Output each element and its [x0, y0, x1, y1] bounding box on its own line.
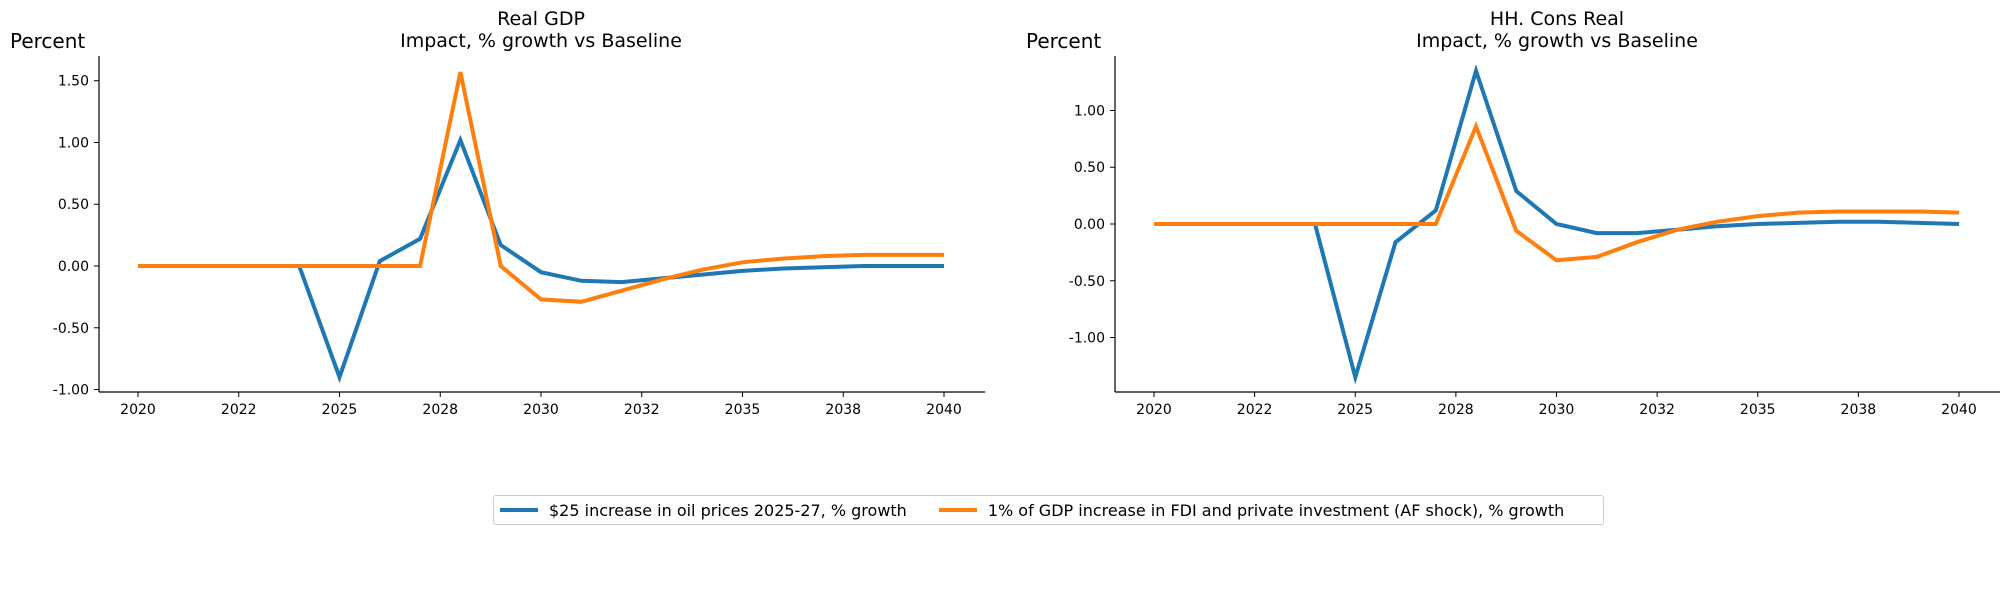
y-tick-label: 0.00	[1074, 217, 1105, 233]
x-tick-label: 2040	[926, 402, 962, 418]
x-tick-label: 2032	[1639, 402, 1675, 418]
chart-title: Real GDP	[497, 8, 585, 30]
legend-swatch-fdi-shock	[938, 508, 977, 512]
legend: $25 increase in oil prices 2025-27, % gr…	[493, 495, 1604, 525]
series-line-2	[138, 71, 944, 304]
x-tick-label: 2035	[1740, 402, 1776, 418]
x-tick-label: 2028	[422, 402, 458, 418]
legend-item-fdi-shock: 1% of GDP increase in FDI and private in…	[938, 500, 1565, 520]
y-tick-label: -1.00	[53, 383, 89, 399]
x-tick-label: 2022	[221, 402, 257, 418]
y-axis-label: Percent	[10, 29, 85, 53]
chart-title: HH. Cons Real	[1490, 8, 1624, 30]
x-tick-label: 2022	[1237, 402, 1273, 418]
x-tick-label: 2030	[523, 402, 559, 418]
y-tick-label: -0.50	[1069, 274, 1105, 290]
y-tick-label: 1.50	[58, 74, 89, 90]
legend-swatch-oil-shock	[500, 508, 538, 512]
chart-subtitle: Impact, % growth vs Baseline	[1416, 30, 1698, 52]
x-tick-label: 2038	[825, 402, 861, 418]
y-tick-label: -1.00	[1069, 331, 1105, 347]
legend-label-fdi-shock: 1% of GDP increase in FDI and private in…	[987, 500, 1565, 520]
x-tick-label: 2032	[624, 402, 660, 418]
x-tick-label: 2028	[1438, 402, 1474, 418]
x-tick-label: 2025	[1337, 402, 1373, 418]
x-tick-label: 2030	[1539, 402, 1575, 418]
x-tick-label: 2038	[1841, 402, 1877, 418]
legend-item-oil-shock: $25 increase in oil prices 2025-27, % gr…	[500, 501, 907, 520]
x-tick-label: 2035	[725, 402, 761, 418]
y-tick-label: 1.00	[1074, 103, 1105, 119]
series-line-1	[138, 134, 944, 384]
legend-label-oil-shock: $25 increase in oil prices 2025-27, % gr…	[549, 500, 907, 520]
y-tick-label: 0.00	[58, 259, 89, 275]
y-tick-label: 0.50	[58, 197, 89, 213]
series-line-2	[1154, 121, 1960, 263]
y-tick-label: -0.50	[53, 321, 89, 337]
x-tick-label: 2020	[1136, 402, 1172, 418]
y-axis-label: Percent	[1026, 29, 1101, 53]
x-tick-label: 2020	[120, 402, 156, 418]
x-tick-label: 2040	[1941, 402, 1977, 418]
y-tick-label: 0.50	[1074, 160, 1105, 176]
chart-subtitle: Impact, % growth vs Baseline	[400, 30, 682, 52]
y-tick-label: 1.00	[58, 135, 89, 151]
x-tick-label: 2025	[322, 402, 358, 418]
